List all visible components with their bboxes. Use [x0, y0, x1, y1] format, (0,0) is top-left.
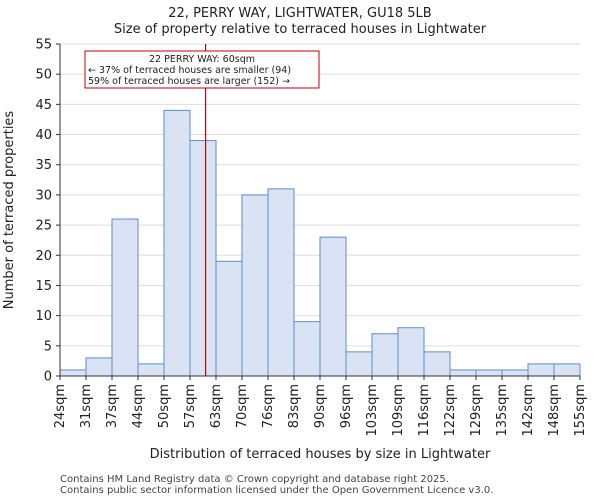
bar	[527, 363, 555, 377]
y-axis-label: Number of terraced properties	[2, 111, 17, 310]
y-tick-label: 15	[35, 279, 52, 294]
footer-licence: Contains public sector information licen…	[60, 485, 494, 496]
y-tick-label: 20	[35, 249, 52, 264]
x-tick-label: 90sqm	[313, 384, 328, 428]
x-tick-label: 122sqm	[443, 384, 458, 437]
bar	[423, 351, 451, 377]
x-tick-label: 70sqm	[235, 384, 250, 428]
annotation-line-3: 59% of terraced houses are larger (152) …	[88, 76, 290, 87]
bar	[111, 218, 139, 377]
x-tick-label: 148sqm	[547, 384, 562, 437]
bar	[137, 363, 165, 377]
bar	[267, 188, 295, 377]
x-tick-label: 129sqm	[469, 384, 484, 437]
bar	[475, 369, 503, 377]
bar	[345, 351, 373, 377]
x-tick-label: 24sqm	[53, 384, 68, 428]
x-tick-label: 142sqm	[521, 384, 536, 437]
y-tick-label: 40	[35, 128, 52, 143]
bar	[163, 109, 191, 377]
bar	[501, 369, 529, 377]
chart-title: 22, PERRY WAY, LIGHTWATER, GU18 5LB	[168, 6, 432, 21]
bar	[85, 357, 113, 377]
bar	[241, 194, 269, 377]
chart-subtitle: Size of property relative to terraced ho…	[113, 22, 487, 37]
y-tick-label: 45	[35, 98, 52, 113]
x-tick-label: 31sqm	[79, 384, 94, 428]
x-tick-label: 135sqm	[495, 384, 510, 437]
bar	[397, 327, 425, 377]
footer-copyright: Contains HM Land Registry data © Crown c…	[60, 474, 449, 485]
x-tick-label: 103sqm	[365, 384, 380, 437]
bar	[189, 140, 217, 377]
y-tick-label: 30	[35, 188, 52, 203]
x-tick-label: 37sqm	[105, 384, 120, 428]
y-tick-label: 50	[35, 68, 52, 83]
annotation-line-1: 22 PERRY WAY: 60sqm	[149, 54, 255, 65]
bar	[319, 236, 347, 377]
y-tick-label: 35	[35, 158, 52, 173]
x-tick-label: 83sqm	[287, 384, 302, 428]
x-tick-label: 116sqm	[417, 384, 432, 437]
y-tick-label: 55	[35, 38, 52, 53]
x-tick-label: 63sqm	[209, 384, 224, 428]
annotation-box	[84, 50, 320, 89]
bar	[215, 260, 243, 377]
x-tick-label: 44sqm	[131, 384, 146, 428]
bar	[371, 333, 399, 377]
bar	[59, 369, 87, 377]
bar	[449, 369, 477, 377]
bar	[553, 363, 581, 377]
x-tick-label: 109sqm	[391, 384, 406, 437]
y-tick-label: 25	[35, 219, 52, 234]
bar	[293, 321, 321, 377]
y-tick-label: 10	[35, 309, 52, 324]
x-tick-label: 155sqm	[573, 384, 588, 437]
x-tick-label: 96sqm	[339, 384, 354, 428]
x-tick-label: 76sqm	[261, 384, 276, 428]
x-axis-label: Distribution of terraced houses by size …	[150, 447, 491, 462]
annotation-line-2: ← 37% of terraced houses are smaller (94…	[88, 65, 291, 76]
x-tick-label: 57sqm	[183, 384, 198, 428]
y-tick-label: 5	[44, 339, 52, 354]
y-tick-label: 0	[44, 370, 52, 385]
x-tick-label: 50sqm	[157, 384, 172, 428]
